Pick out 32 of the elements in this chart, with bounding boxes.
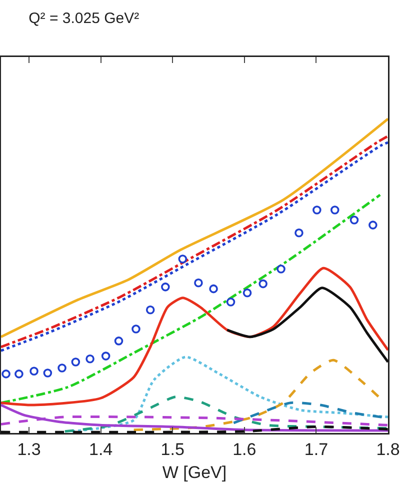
x-tick-label: 1.6 [232, 440, 256, 459]
point [58, 364, 66, 372]
x-tick-label: 1.7 [304, 440, 328, 459]
point [132, 324, 140, 334]
x-tick-label: 1.8 [376, 440, 400, 459]
point [294, 228, 304, 238]
x-tick-label: 1.4 [88, 440, 113, 459]
point [226, 298, 236, 306]
point [258, 279, 268, 288]
point [242, 288, 252, 298]
point [312, 206, 322, 214]
point [71, 358, 80, 366]
point [114, 336, 124, 346]
point [101, 352, 110, 360]
x-tick-label: 1.5 [160, 440, 184, 459]
point [146, 305, 155, 314]
point [330, 206, 340, 214]
point [43, 368, 52, 378]
point [368, 220, 378, 230]
point [30, 366, 38, 376]
chart-title: Q² = 3.025 GeV² [28, 10, 140, 27]
point [194, 278, 203, 288]
point [86, 354, 94, 364]
x-axis-title: W [GeV] [162, 463, 227, 482]
point [14, 370, 24, 378]
point [161, 282, 170, 292]
point [2, 370, 10, 378]
point [350, 216, 359, 224]
point [178, 254, 188, 264]
point [209, 284, 218, 294]
x-tick-label: 1.3 [17, 440, 41, 459]
point [276, 264, 286, 274]
